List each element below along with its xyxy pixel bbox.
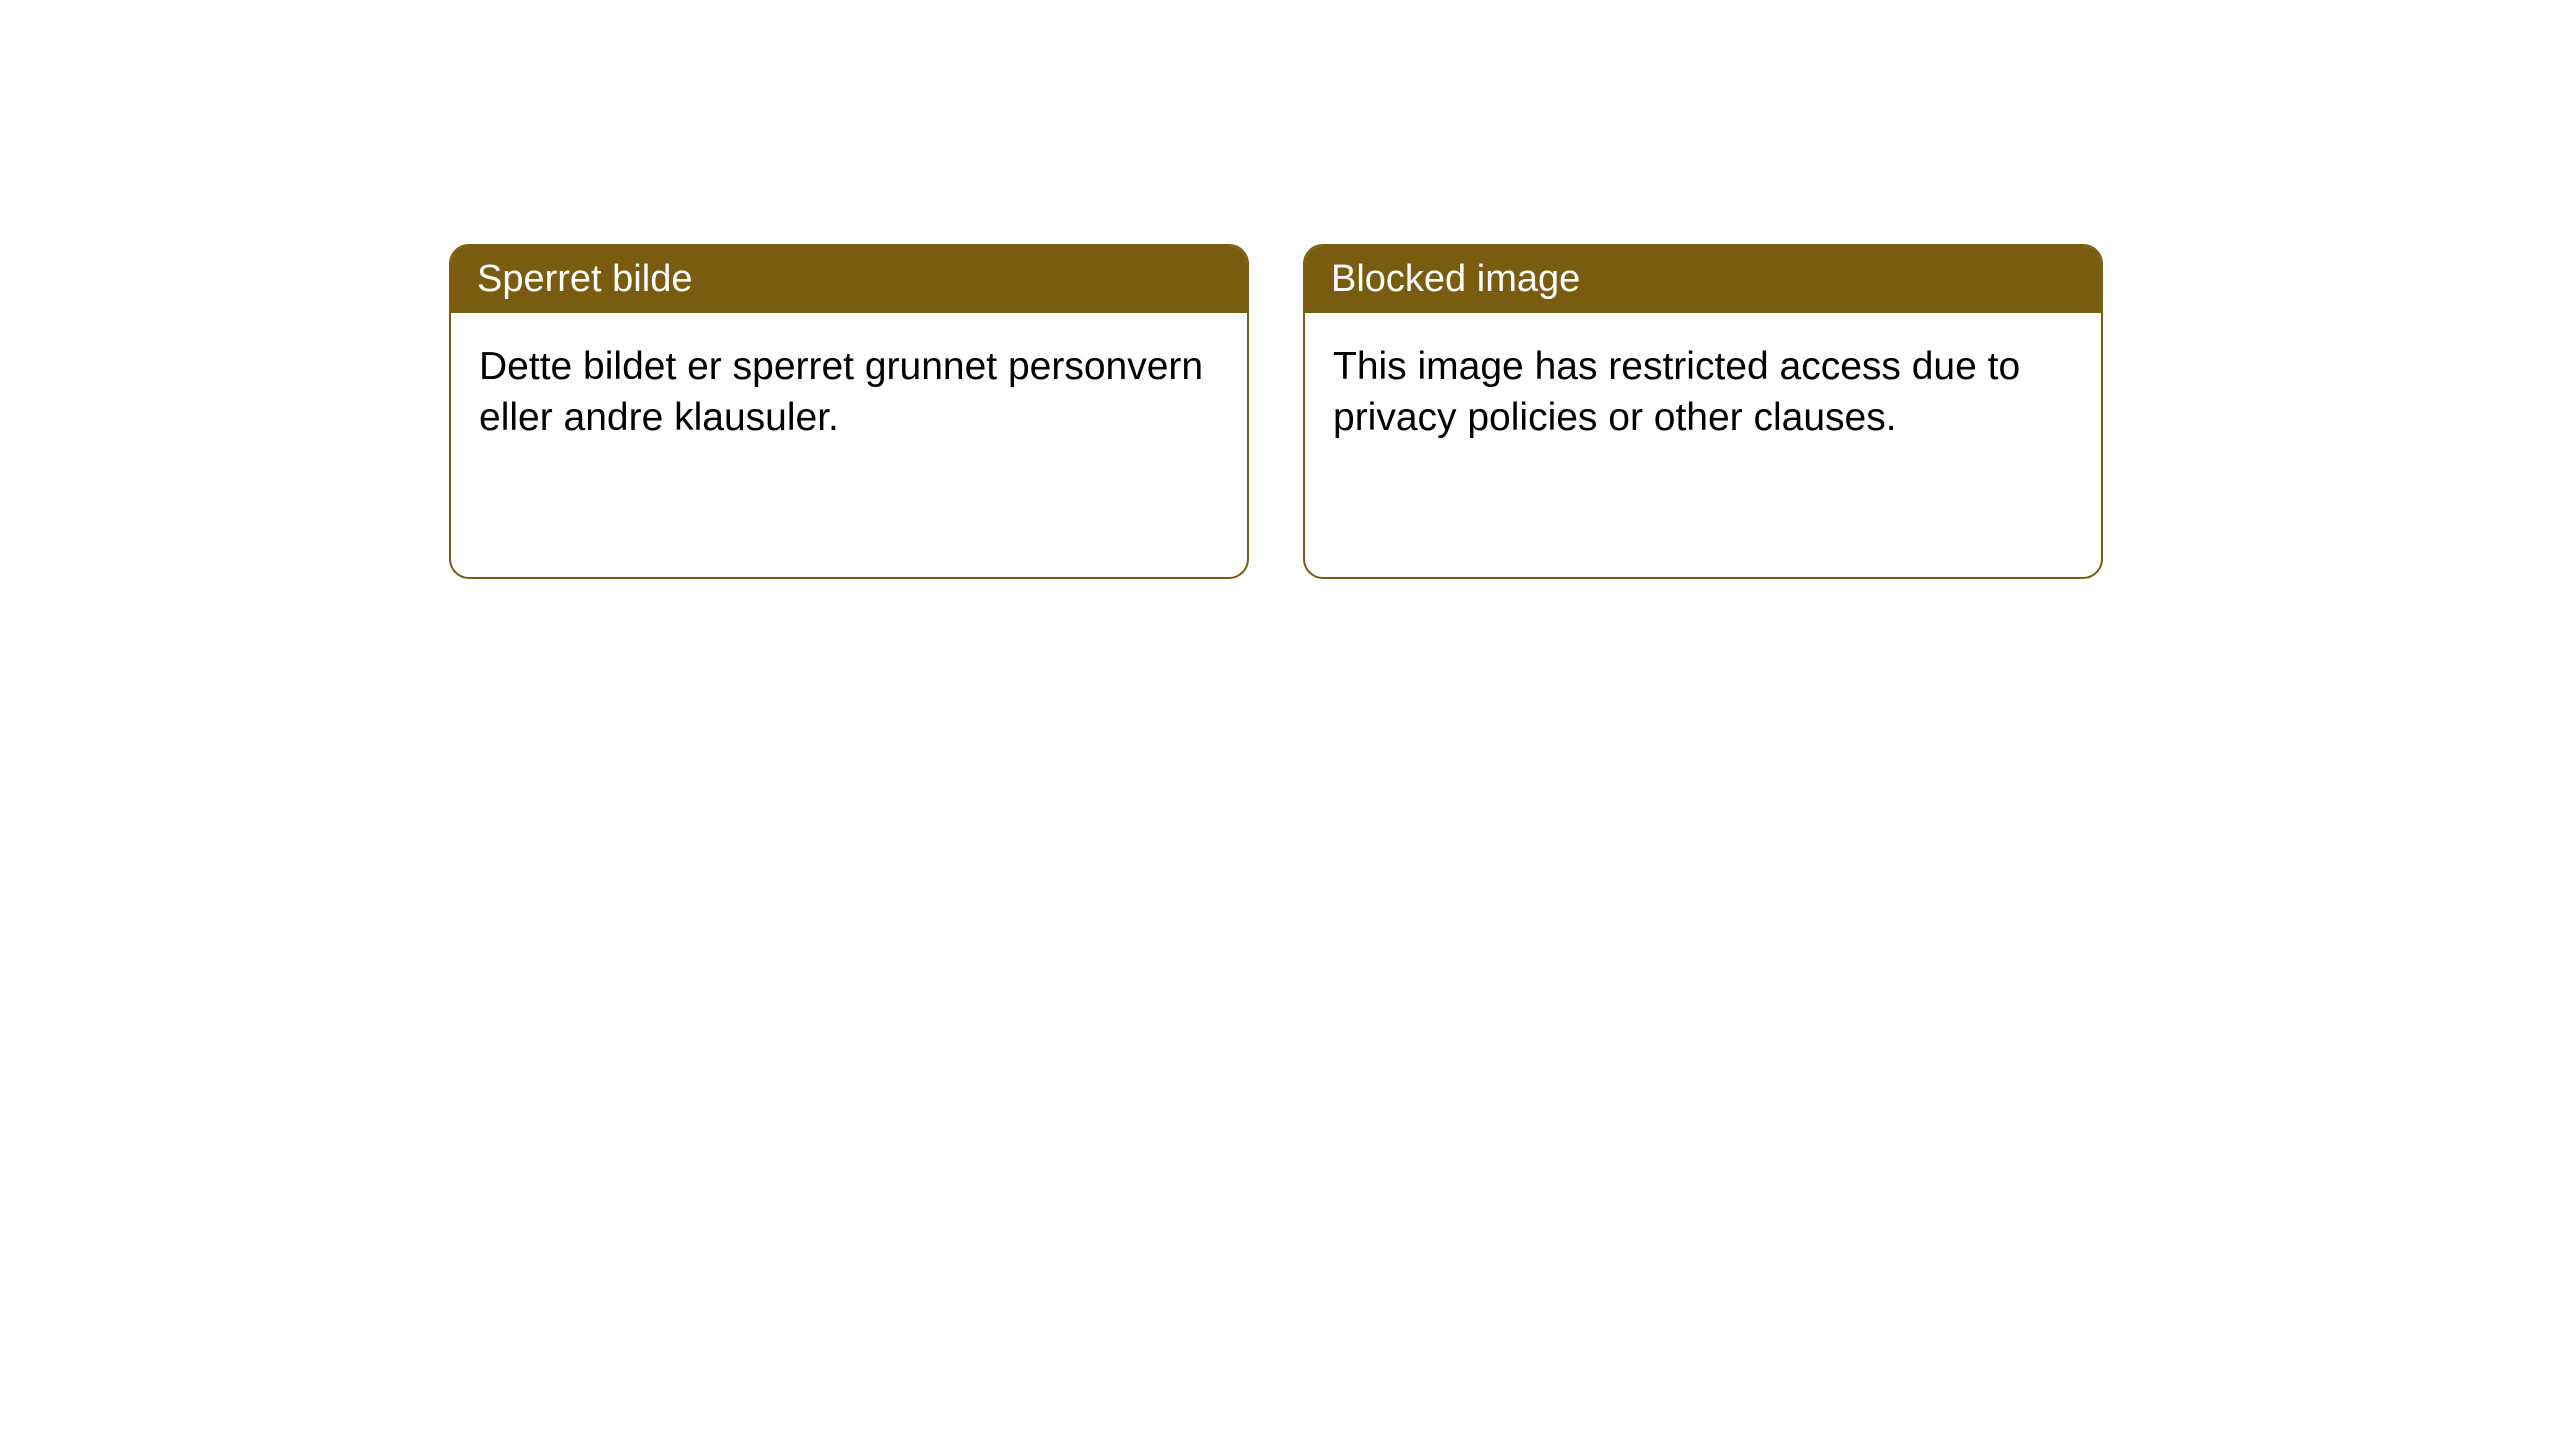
notice-card-norwegian: Sperret bilde Dette bildet er sperret gr… — [449, 244, 1249, 579]
card-body: Dette bildet er sperret grunnet personve… — [451, 313, 1247, 472]
card-body-text: This image has restricted access due to … — [1333, 345, 2020, 439]
card-header: Sperret bilde — [451, 246, 1247, 313]
notice-card-english: Blocked image This image has restricted … — [1303, 244, 2103, 579]
card-header: Blocked image — [1305, 246, 2101, 313]
notice-cards-container: Sperret bilde Dette bildet er sperret gr… — [449, 244, 2103, 579]
card-title: Sperret bilde — [477, 258, 692, 300]
card-body-text: Dette bildet er sperret grunnet personve… — [479, 345, 1203, 439]
card-title: Blocked image — [1331, 258, 1580, 300]
card-body: This image has restricted access due to … — [1305, 313, 2101, 472]
